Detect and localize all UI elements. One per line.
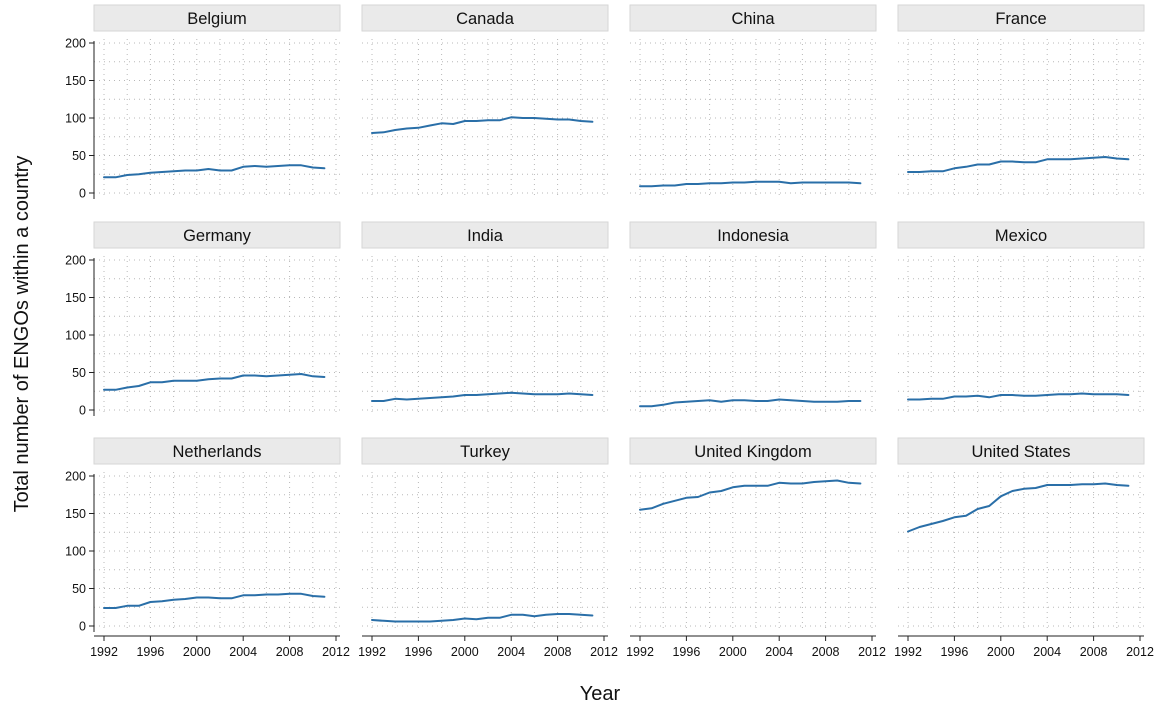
panel-header xyxy=(897,437,1145,465)
series-line xyxy=(371,116,594,134)
panel-header xyxy=(629,4,877,32)
series-line xyxy=(103,373,326,391)
x-tick-label: 1996 xyxy=(404,645,432,659)
y-tick-label: 100 xyxy=(65,545,86,559)
x-tick-label: 2012 xyxy=(858,645,886,659)
y-tick-label: 0 xyxy=(79,404,86,418)
x-tick-label: 2008 xyxy=(276,645,304,659)
panel-netherlands: Netherlands 0 50 100 150 200 1992 1996 2000 2004 2… xyxy=(65,437,350,659)
panel-mexico: Mexico xyxy=(897,221,1145,414)
x-tick-label: 2004 xyxy=(497,645,525,659)
panel-turkey: Turkey 1992 1996 2000 2004 2008 2012 xyxy=(358,437,618,659)
panel-title: Turkey xyxy=(460,443,511,461)
y-tick-label: 50 xyxy=(72,149,86,163)
x-tick-label: 1996 xyxy=(136,645,164,659)
x-tick-label: 2000 xyxy=(987,645,1015,659)
x-tick-label: 2004 xyxy=(229,645,257,659)
panel-title: China xyxy=(731,10,775,28)
y-tick-label: 100 xyxy=(65,112,86,126)
series-line xyxy=(371,391,594,402)
y-tick-label: 50 xyxy=(72,582,86,596)
panel-header xyxy=(361,437,609,465)
panel-header xyxy=(93,221,341,249)
panel-header xyxy=(93,4,341,32)
panel-header xyxy=(629,437,877,465)
x-tick-label: 2012 xyxy=(590,645,618,659)
panel-title: Germany xyxy=(183,227,252,245)
panel-title: Indonesia xyxy=(717,227,789,245)
panel-header xyxy=(361,4,609,32)
panel-header xyxy=(629,221,877,249)
panel-united-states: United States 1992 1996 2000 2004 2008 2012 xyxy=(894,437,1154,659)
series-line xyxy=(103,592,326,609)
y-tick-label: 200 xyxy=(65,254,86,268)
y-tick-label: 200 xyxy=(65,37,86,51)
panel-title: France xyxy=(995,10,1046,28)
x-tick-label: 2000 xyxy=(183,645,211,659)
panel-france: France xyxy=(897,4,1145,197)
panel-title: Netherlands xyxy=(173,443,262,461)
panel-title: United Kingdom xyxy=(694,443,811,461)
y-tick-label: 150 xyxy=(65,291,86,305)
y-axis-title: Total number of ENGOs within a country xyxy=(11,156,33,513)
panel-header xyxy=(897,4,1145,32)
panel-china: China xyxy=(629,4,877,197)
y-tick-label: 150 xyxy=(65,507,86,521)
x-tick-label: 2008 xyxy=(1080,645,1108,659)
x-tick-label: 2004 xyxy=(1033,645,1061,659)
x-tick-label: 1996 xyxy=(672,645,700,659)
y-tick-label: 0 xyxy=(79,620,86,634)
series-line xyxy=(907,392,1130,401)
series-line xyxy=(639,479,862,511)
x-tick-label: 2000 xyxy=(451,645,479,659)
x-tick-label: 2008 xyxy=(544,645,572,659)
y-tick-label: 0 xyxy=(79,187,86,201)
x-tick-label: 2008 xyxy=(812,645,840,659)
series-line xyxy=(639,398,862,408)
x-tick-label: 1992 xyxy=(358,645,386,659)
panel-canada: Canada xyxy=(361,4,609,197)
series-line xyxy=(103,164,326,179)
series-line xyxy=(639,180,862,188)
series-line xyxy=(907,156,1130,173)
panel-grid: Belgium 0 50 100 150 200 Canada China France Germ… xyxy=(65,4,1154,659)
x-axis-title: Year xyxy=(580,683,621,705)
x-tick-label: 1992 xyxy=(90,645,118,659)
panel-title: Mexico xyxy=(995,227,1047,245)
x-tick-label: 2012 xyxy=(322,645,350,659)
x-tick-label: 2012 xyxy=(1126,645,1154,659)
x-tick-label: 2004 xyxy=(765,645,793,659)
x-tick-label: 1992 xyxy=(626,645,654,659)
panel-india: India xyxy=(361,221,609,414)
panel-indonesia: Indonesia xyxy=(629,221,877,414)
panel-title: United States xyxy=(971,443,1070,461)
x-tick-label: 2000 xyxy=(719,645,747,659)
panel-header xyxy=(93,437,341,465)
y-tick-label: 100 xyxy=(65,329,86,343)
panel-title: India xyxy=(467,227,504,245)
panel-united-kingdom: United Kingdom 1992 1996 2000 2004 2008 2012 xyxy=(626,437,886,659)
y-tick-label: 50 xyxy=(72,366,86,380)
x-tick-label: 1992 xyxy=(894,645,922,659)
x-tick-label: 1996 xyxy=(940,645,968,659)
panel-germany: Germany 0 50 100 150 200 xyxy=(65,221,341,418)
panel-title: Canada xyxy=(456,10,515,28)
y-tick-label: 200 xyxy=(65,470,86,484)
panel-title: Belgium xyxy=(187,10,247,28)
series-line xyxy=(907,482,1130,533)
panel-belgium: Belgium 0 50 100 150 200 xyxy=(65,4,341,201)
panel-header xyxy=(361,221,609,249)
y-tick-label: 150 xyxy=(65,74,86,88)
panel-header xyxy=(897,221,1145,249)
series-line xyxy=(371,613,594,623)
